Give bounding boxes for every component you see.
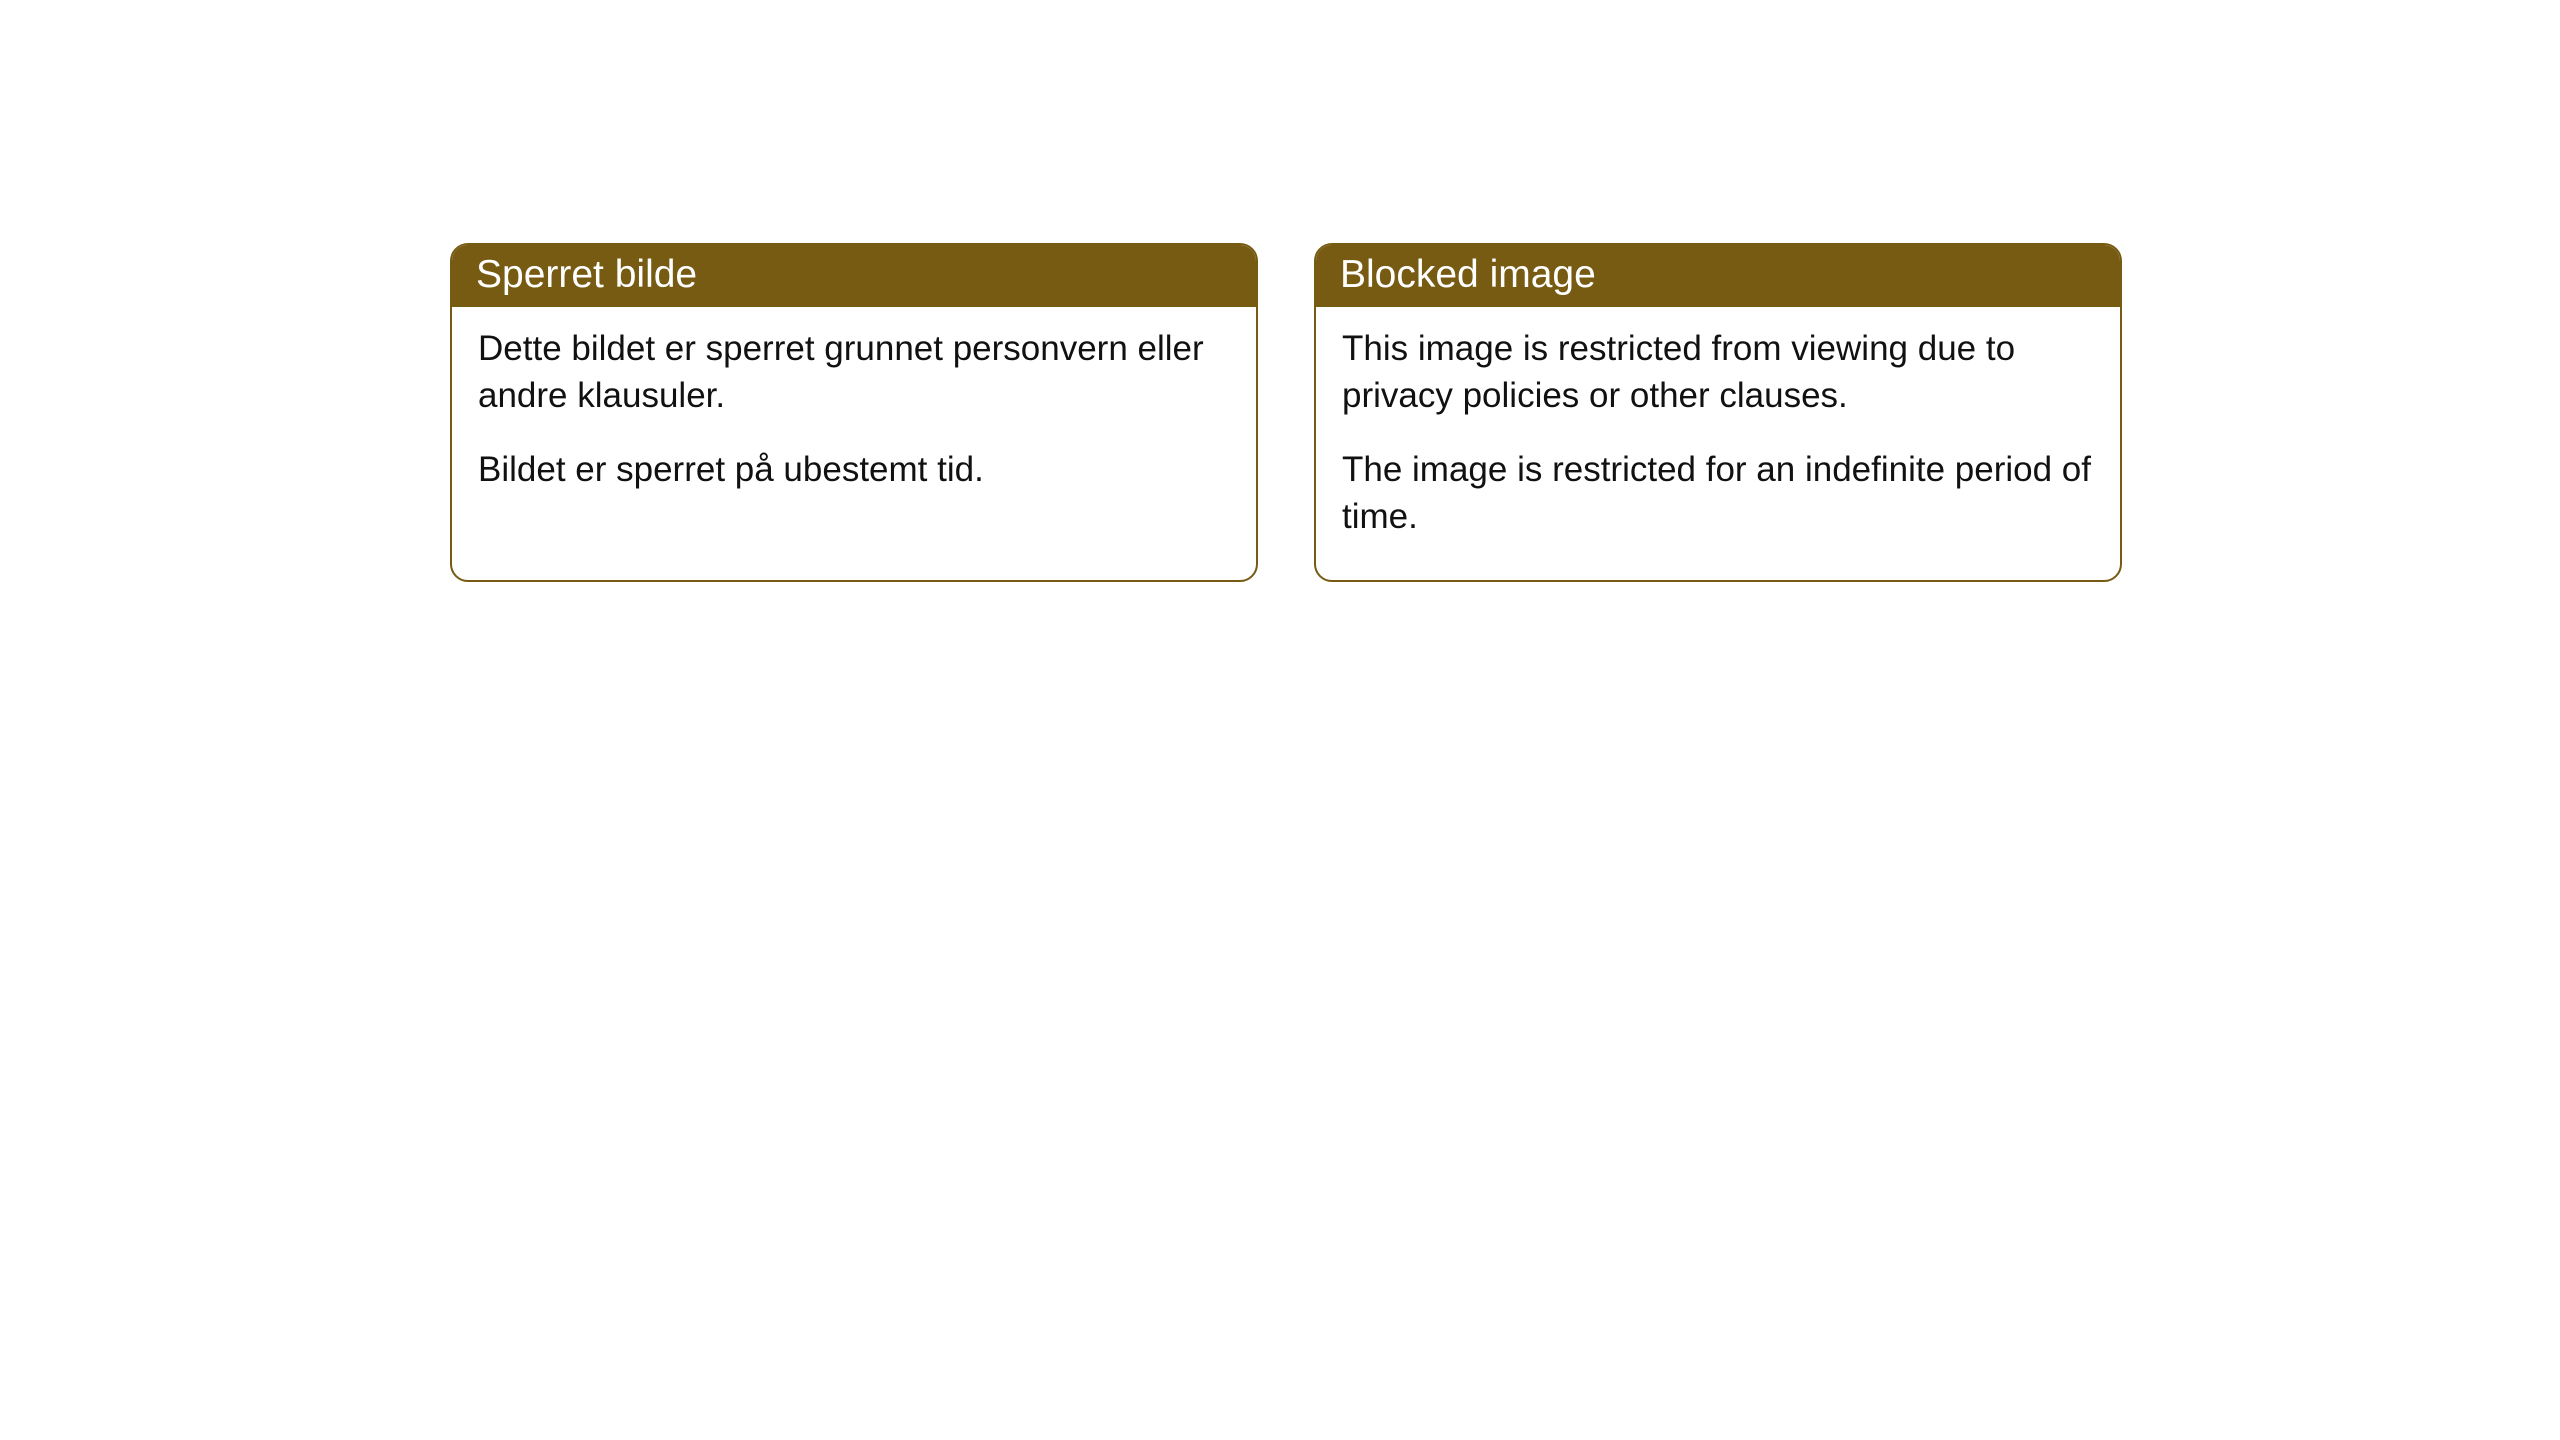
card-paragraph: Dette bildet er sperret grunnet personve… (478, 325, 1230, 420)
card-paragraph: This image is restricted from viewing du… (1342, 325, 2094, 420)
card-header: Sperret bilde (452, 245, 1256, 307)
blocked-image-card-english: Blocked image This image is restricted f… (1314, 243, 2122, 582)
cards-container: Sperret bilde Dette bildet er sperret gr… (450, 243, 2122, 582)
card-paragraph: Bildet er sperret på ubestemt tid. (478, 446, 1230, 493)
blocked-image-card-norwegian: Sperret bilde Dette bildet er sperret gr… (450, 243, 1258, 582)
card-header: Blocked image (1316, 245, 2120, 307)
card-body: This image is restricted from viewing du… (1316, 307, 2120, 580)
card-paragraph: The image is restricted for an indefinit… (1342, 446, 2094, 541)
card-body: Dette bildet er sperret grunnet personve… (452, 307, 1256, 533)
